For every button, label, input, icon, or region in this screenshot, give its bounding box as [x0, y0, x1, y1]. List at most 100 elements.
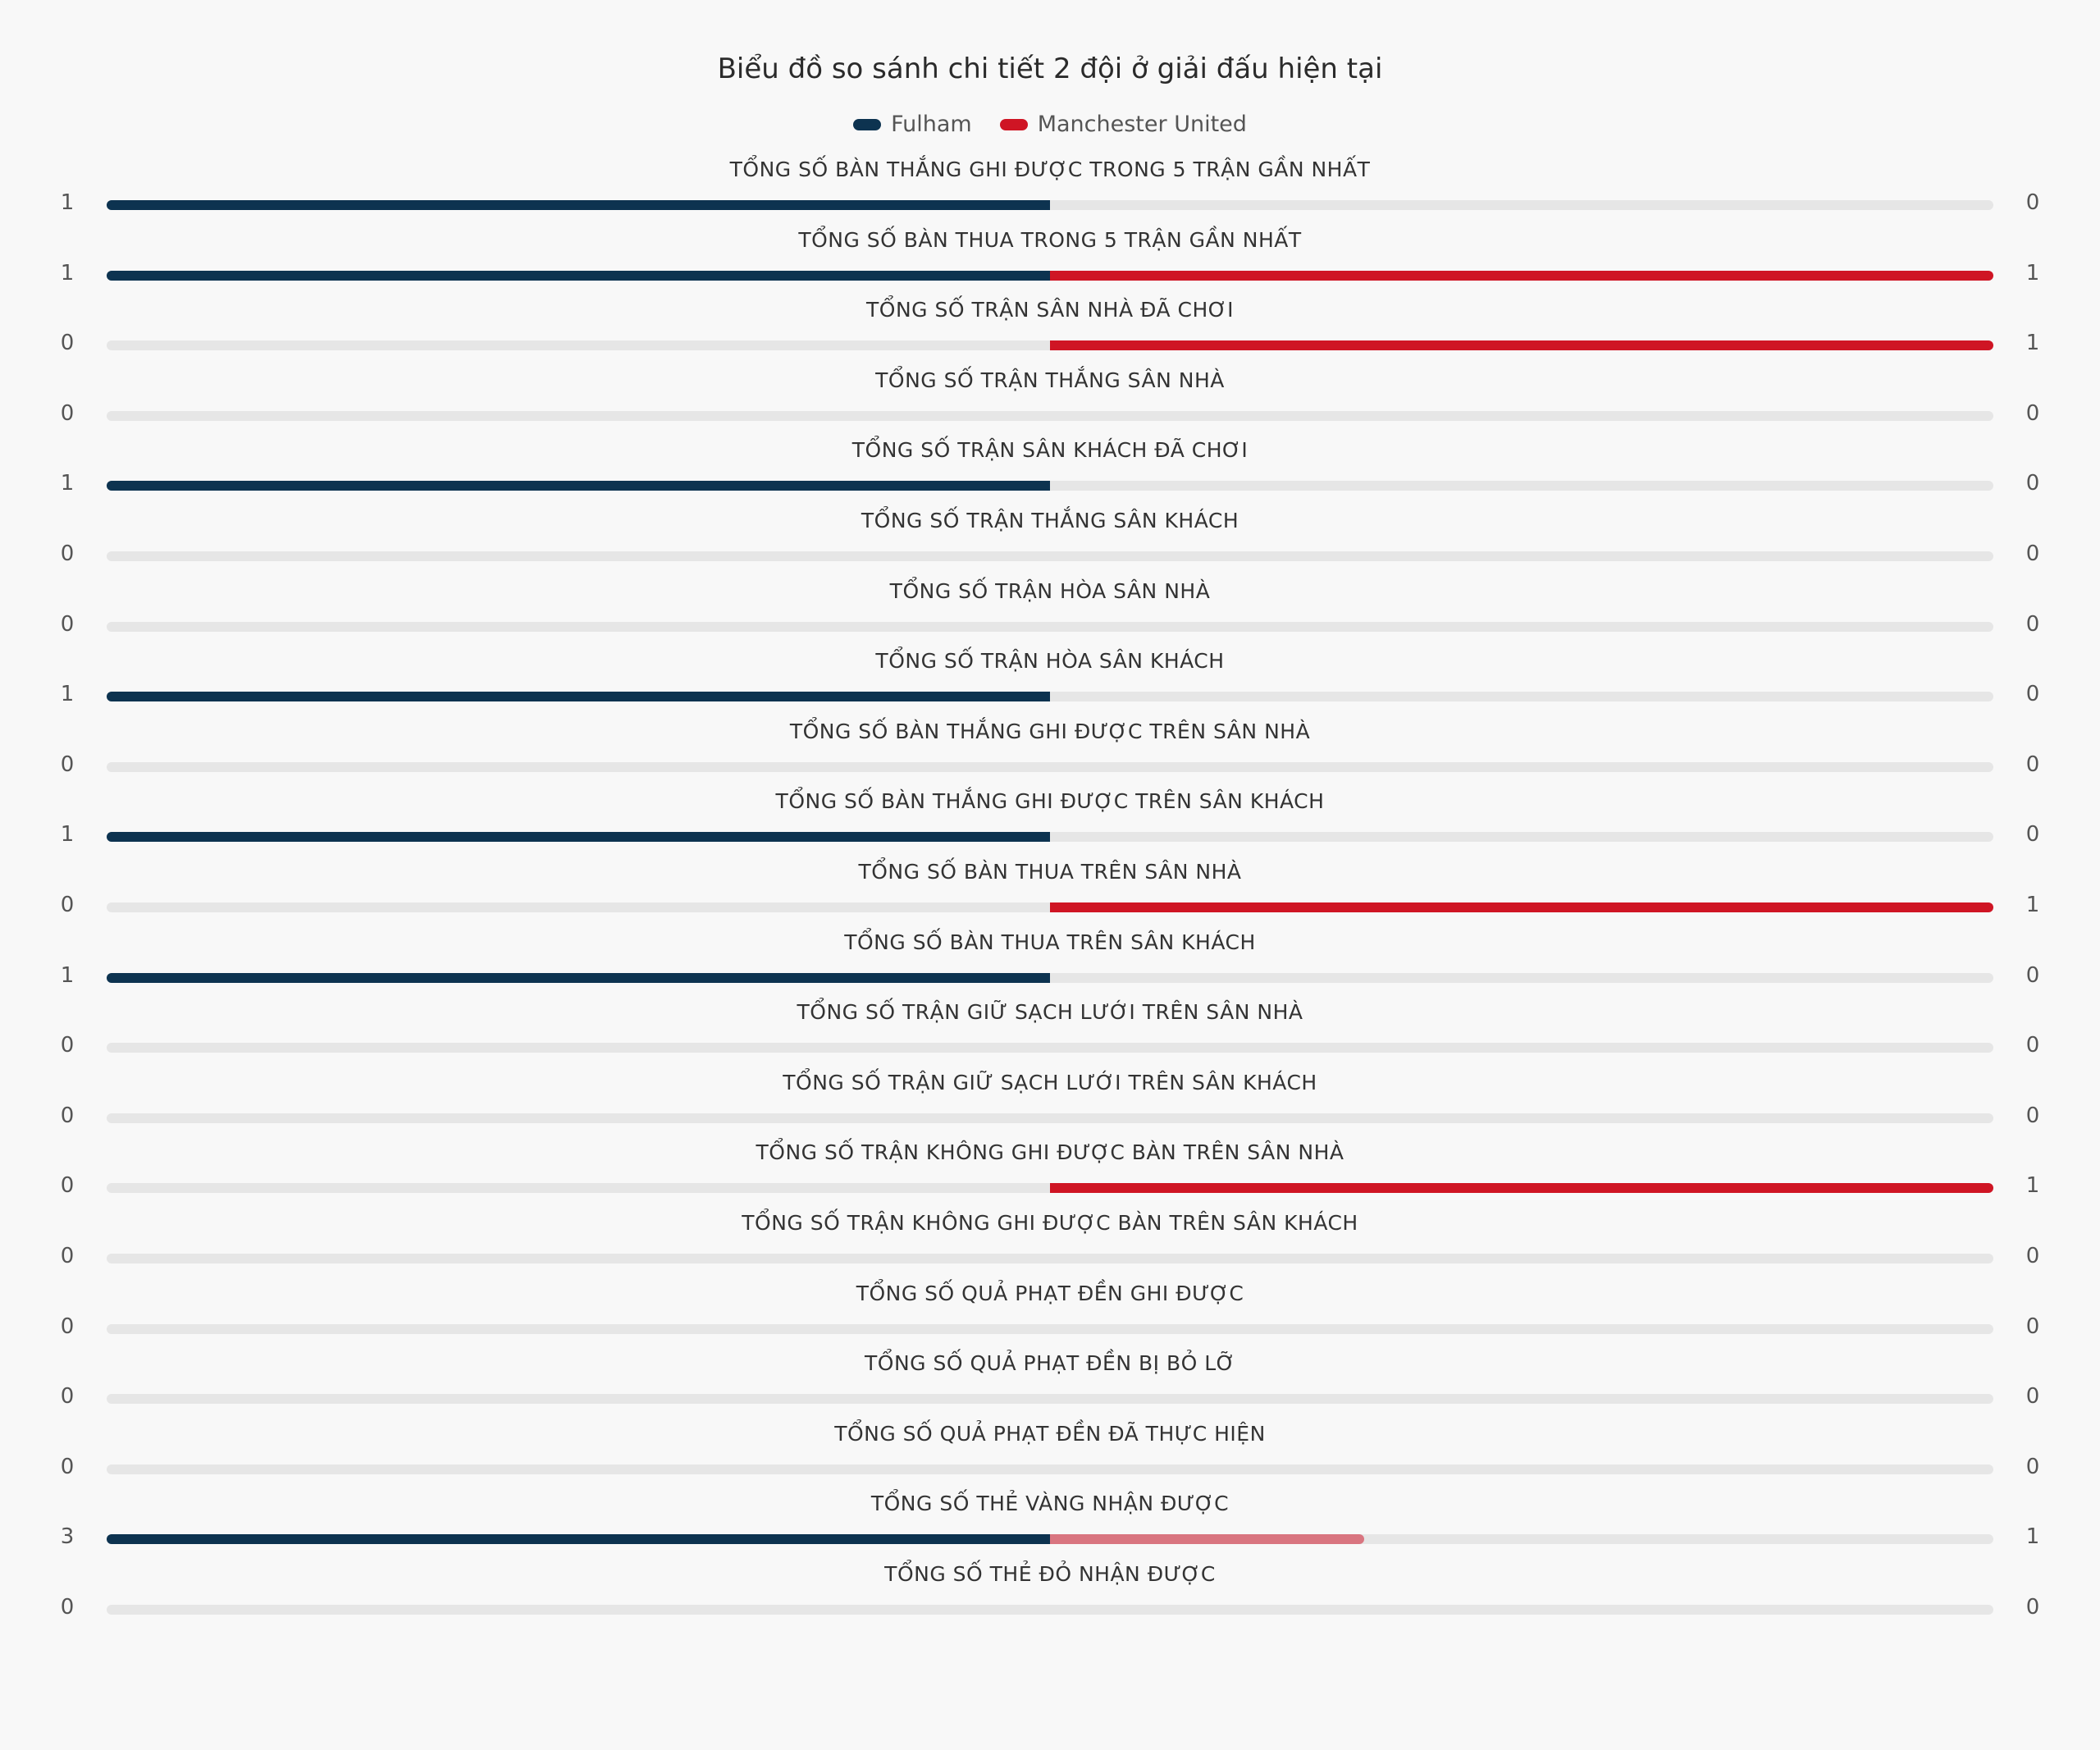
manchester-united-bar[interactable] [1050, 902, 1993, 912]
fulham-bar[interactable] [107, 200, 1050, 210]
stat-track [107, 270, 1993, 281]
stat-track [107, 1183, 1993, 1194]
stat-label: TỔNG SỐ TRẬN HÒA SÂN NHÀ [889, 578, 1211, 603]
manchester-united-value-label: 0 [2025, 822, 2040, 848]
stat-label: TỔNG SỐ QUẢ PHẠT ĐỀN GHI ĐƯỢC [856, 1281, 1244, 1305]
stat-label: TỔNG SỐ THẺ VÀNG NHẬN ĐƯỢC [870, 1492, 1230, 1516]
stat-row: TỔNG SỐ TRẬN KHÔNG GHI ĐƯỢC BÀN TRÊN SÂN… [0, 1140, 2100, 1211]
stat-row: TỔNG SỐ TRẬN THẮNG SÂN KHÁCH 0 0 [0, 509, 2100, 579]
fulham-value-label: 0 [60, 1244, 75, 1268]
fulham-value-label: 0 [60, 893, 75, 917]
stat-track [107, 692, 1993, 702]
stat-label: TỔNG SỐ TRẬN THẮNG SÂN KHÁCH [861, 509, 1239, 532]
fulham-value-label: 0 [60, 752, 75, 777]
manchester-united-value-label: 0 [2025, 611, 2040, 637]
manchester-united-bar[interactable] [1050, 340, 1993, 351]
stat-label: TỔNG SỐ BÀN THUA TRONG 5 TRẬN GẦN NHẤT [798, 227, 1302, 252]
stat-row: TỔNG SỐ THẺ ĐỎ NHẬN ĐƯỢC 0 0 [0, 1562, 2100, 1633]
manchester-united-value-label: 0 [2025, 1384, 2040, 1410]
stat-label: TỔNG SỐ TRẬN SÂN KHÁCH ĐÃ CHƠI [851, 438, 1249, 463]
legend-item-manchester-united[interactable]: Manchester United [999, 112, 1247, 137]
manchester-united-value-label: 0 [2025, 541, 2040, 566]
stat-track [107, 1113, 1993, 1123]
fulham-bar[interactable] [107, 481, 1050, 491]
fulham-value-label: 1 [60, 822, 75, 848]
stat-track [107, 481, 1993, 491]
manchester-united-bar[interactable] [1050, 270, 1993, 281]
manchester-united-value-label: 0 [2025, 1103, 2040, 1128]
stat-track [107, 410, 1993, 421]
fulham-bar[interactable] [107, 1534, 1050, 1545]
fulham-value-label: 3 [60, 1524, 75, 1550]
legend-swatch-fulham [853, 118, 882, 130]
stat-label: TỔNG SỐ TRẬN KHÔNG GHI ĐƯỢC BÀN TRÊN SÂN… [742, 1211, 1358, 1235]
stat-track [107, 1394, 1993, 1405]
fulham-value-label: 0 [60, 1384, 75, 1410]
stat-track [107, 902, 1993, 912]
stat-row: TỔNG SỐ TRẬN HÒA SÂN NHÀ 0 0 [0, 579, 2100, 650]
manchester-united-value-label: 0 [2025, 190, 2040, 215]
stat-row: TỔNG SỐ THẺ VÀNG NHẬN ĐƯỢC 3 1 [0, 1492, 2100, 1562]
fulham-value-label: 1 [60, 190, 75, 215]
stat-label: TỔNG SỐ TRẬN GIỮ SẠCH LƯỚI TRÊN SÂN NHÀ [797, 1000, 1303, 1025]
manchester-united-value-label: 0 [2025, 1244, 2040, 1268]
fulham-value-label: 0 [60, 1454, 75, 1479]
fulham-value-label: 1 [60, 682, 75, 707]
manchester-united-value-label: 1 [2025, 1173, 2040, 1199]
stat-row: TỔNG SỐ BÀN THẮNG GHI ĐƯỢC TRÊN SÂN KHÁC… [0, 789, 2100, 860]
stat-track [107, 1464, 1993, 1474]
stat-label: TỔNG SỐ TRẬN GIỮ SẠCH LƯỚI TRÊN SÂN KHÁC… [783, 1070, 1317, 1094]
manchester-united-bar[interactable] [1050, 1183, 1993, 1194]
fulham-bar[interactable] [107, 692, 1050, 702]
legend-label-manchester-united: Manchester United [1037, 112, 1247, 137]
manchester-united-value-label: 0 [2025, 471, 2040, 496]
stat-track [107, 1605, 1993, 1615]
stat-row: TỔNG SỐ TRẬN GIỮ SẠCH LƯỚI TRÊN SÂN KHÁC… [0, 1071, 2100, 1141]
fulham-value-label: 0 [60, 1314, 75, 1339]
stat-track [107, 1254, 1993, 1263]
manchester-united-value-label: 0 [2025, 1314, 2040, 1339]
stat-track [107, 200, 1993, 210]
fulham-value-label: 0 [60, 1103, 75, 1128]
stat-row: TỔNG SỐ BÀN THẮNG GHI ĐƯỢC TRÊN SÂN NHÀ 0… [0, 720, 2100, 790]
fulham-bar[interactable] [107, 972, 1050, 983]
manchester-united-value-label: 0 [2025, 1033, 2040, 1058]
manchester-united-value-label: 0 [2025, 752, 2040, 777]
manchester-united-value-label: 0 [2025, 682, 2040, 707]
fulham-value-label: 0 [60, 611, 75, 637]
stat-row: TỔNG SỐ QUẢ PHẠT ĐỀN ĐÃ THỰC HIỆN 0 0 [0, 1422, 2100, 1492]
stat-row: TỔNG SỐ BÀN THUA TRONG 5 TRẬN GẦN NHẤT 1 1 [0, 228, 2100, 299]
stat-row: TỔNG SỐ QUẢ PHẠT ĐỀN GHI ĐƯỢC 0 0 [0, 1282, 2100, 1352]
fulham-value-label: 1 [60, 471, 75, 496]
fulham-value-label: 0 [60, 1033, 75, 1058]
legend-item-fulham[interactable]: Fulham [853, 112, 972, 137]
legend-swatch-manchester-united [999, 118, 1028, 130]
stat-label: TỔNG SỐ BÀN THẮNG GHI ĐƯỢC TRÊN SÂN NHÀ [789, 719, 1311, 743]
stat-row: TỔNG SỐ QUẢ PHẠT ĐỀN BỊ BỎ LỠ 0 0 [0, 1351, 2100, 1422]
stat-row: TỔNG SỐ TRẬN THẮNG SÂN NHÀ 0 0 [0, 368, 2100, 439]
stat-row: TỔNG SỐ BÀN THUA TRÊN SÂN KHÁCH 1 0 [0, 930, 2100, 1001]
fulham-value-label: 1 [60, 260, 75, 286]
stat-track [107, 340, 1993, 351]
stat-label: TỔNG SỐ TRẬN SÂN NHÀ ĐÃ CHƠI [866, 298, 1234, 322]
stat-track [107, 761, 1993, 772]
fulham-value-label: 0 [60, 541, 75, 566]
stat-row: TỔNG SỐ TRẬN SÂN NHÀ ĐÃ CHƠI 0 1 [0, 298, 2100, 368]
stat-label: TỔNG SỐ TRẬN KHÔNG GHI ĐƯỢC BÀN TRÊN SÂN… [756, 1140, 1344, 1165]
manchester-united-value-label: 1 [2025, 260, 2040, 286]
fulham-bar[interactable] [107, 832, 1050, 843]
stat-label: TỔNG SỐ BÀN THẮNG GHI ĐƯỢC TRONG 5 TRẬN … [729, 158, 1371, 181]
fulham-value-label: 0 [60, 400, 75, 426]
manchester-united-bar[interactable] [1050, 1534, 1365, 1545]
stat-label: TỔNG SỐ TRẬN THẮNG SÂN NHÀ [875, 368, 1225, 392]
fulham-value-label: 0 [60, 331, 75, 356]
fulham-value-label: 0 [60, 1173, 75, 1199]
fulham-bar[interactable] [107, 270, 1050, 281]
stat-label: TỔNG SỐ QUẢ PHẠT ĐỀN BỊ BỎ LỠ [865, 1351, 1235, 1376]
stat-label: TỔNG SỐ QUẢ PHẠT ĐỀN ĐÃ THỰC HIỆN [834, 1421, 1266, 1446]
stat-row: TỔNG SỐ TRẬN KHÔNG GHI ĐƯỢC BÀN TRÊN SÂN… [0, 1211, 2100, 1282]
stat-track [107, 832, 1993, 843]
chart-title: Biểu đồ so sánh chi tiết 2 đội ở giải đấ… [717, 53, 1383, 85]
stat-track [107, 972, 1993, 983]
